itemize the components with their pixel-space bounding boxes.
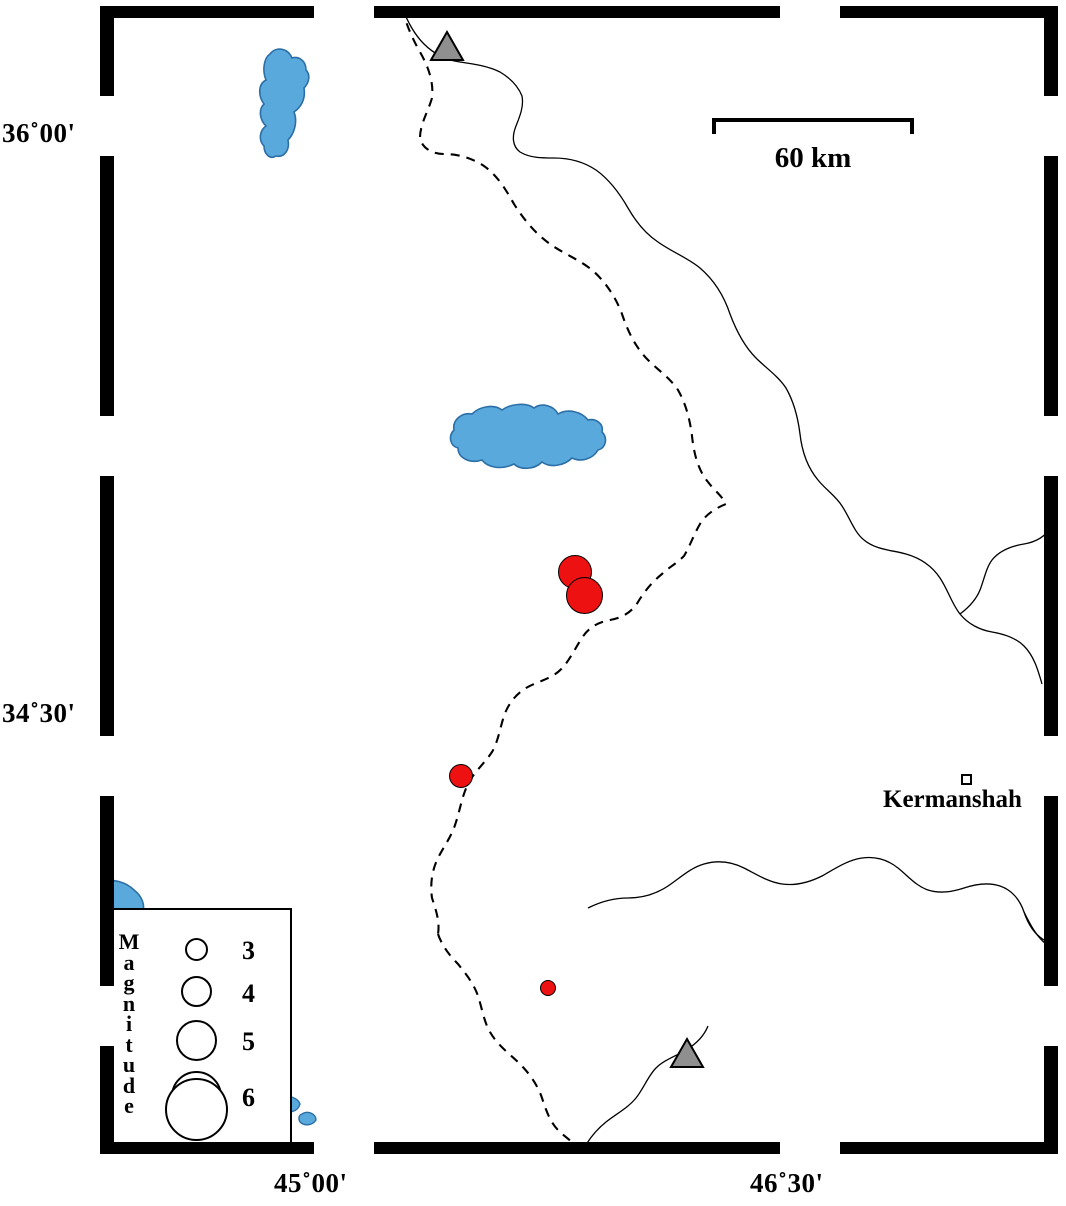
city-label: Kermanshah bbox=[883, 786, 1022, 813]
legend-label-5: 5 bbox=[242, 1027, 255, 1056]
magnitude-legend: M a g n i t u d e 3 4 5 6 7 bbox=[108, 908, 292, 1152]
lon-label-46-30: 46˚30' bbox=[750, 1168, 824, 1198]
lon-label-45-00: 45˚00' bbox=[274, 1168, 348, 1198]
coast-and-rivers bbox=[401, 8, 1056, 1152]
legend-circle-3 bbox=[185, 938, 208, 961]
legend-label-6: 6 bbox=[242, 1083, 255, 1112]
legend-title-char: M bbox=[118, 929, 140, 954]
legend-label-4: 4 bbox=[242, 979, 255, 1008]
map-vector-layer bbox=[102, 8, 1056, 1152]
legend-title-char: t bbox=[125, 1031, 133, 1057]
earthquake-marker[interactable] bbox=[566, 577, 603, 614]
legend-title-char: i bbox=[125, 1011, 133, 1036]
legend-label-3: 3 bbox=[242, 936, 255, 965]
legend-title-char: n bbox=[122, 990, 136, 1016]
legend-circle-4 bbox=[181, 976, 212, 1007]
legend-title-char: g bbox=[123, 970, 135, 995]
legend-circle-7 bbox=[165, 1078, 228, 1141]
earthquake-marker[interactable] bbox=[449, 764, 473, 788]
lat-label-36-00: 36˚00' bbox=[2, 118, 76, 148]
station-triangle-icon[interactable] bbox=[669, 1037, 705, 1069]
city-square-icon[interactable] bbox=[961, 774, 972, 785]
legend-title-char: a bbox=[123, 949, 135, 975]
legend-title-char: u bbox=[122, 1052, 136, 1077]
legend-title: M a g n i t u d e bbox=[116, 929, 142, 1118]
legend-title-char: e bbox=[124, 1093, 134, 1118]
legend-circle-5 bbox=[176, 1020, 217, 1061]
legend-title-char: d bbox=[122, 1072, 136, 1098]
lat-label-34-30: 34˚30' bbox=[2, 698, 76, 728]
international-border bbox=[400, 8, 728, 1152]
earthquake-marker[interactable] bbox=[540, 980, 556, 996]
station-triangle-icon[interactable] bbox=[429, 30, 465, 62]
scalebar-bracket bbox=[712, 118, 914, 134]
map-canvas: Kermanshah 60 km M a g n i t u d e 3 bbox=[100, 6, 1058, 1154]
scalebar-label: 60 km bbox=[774, 142, 852, 174]
